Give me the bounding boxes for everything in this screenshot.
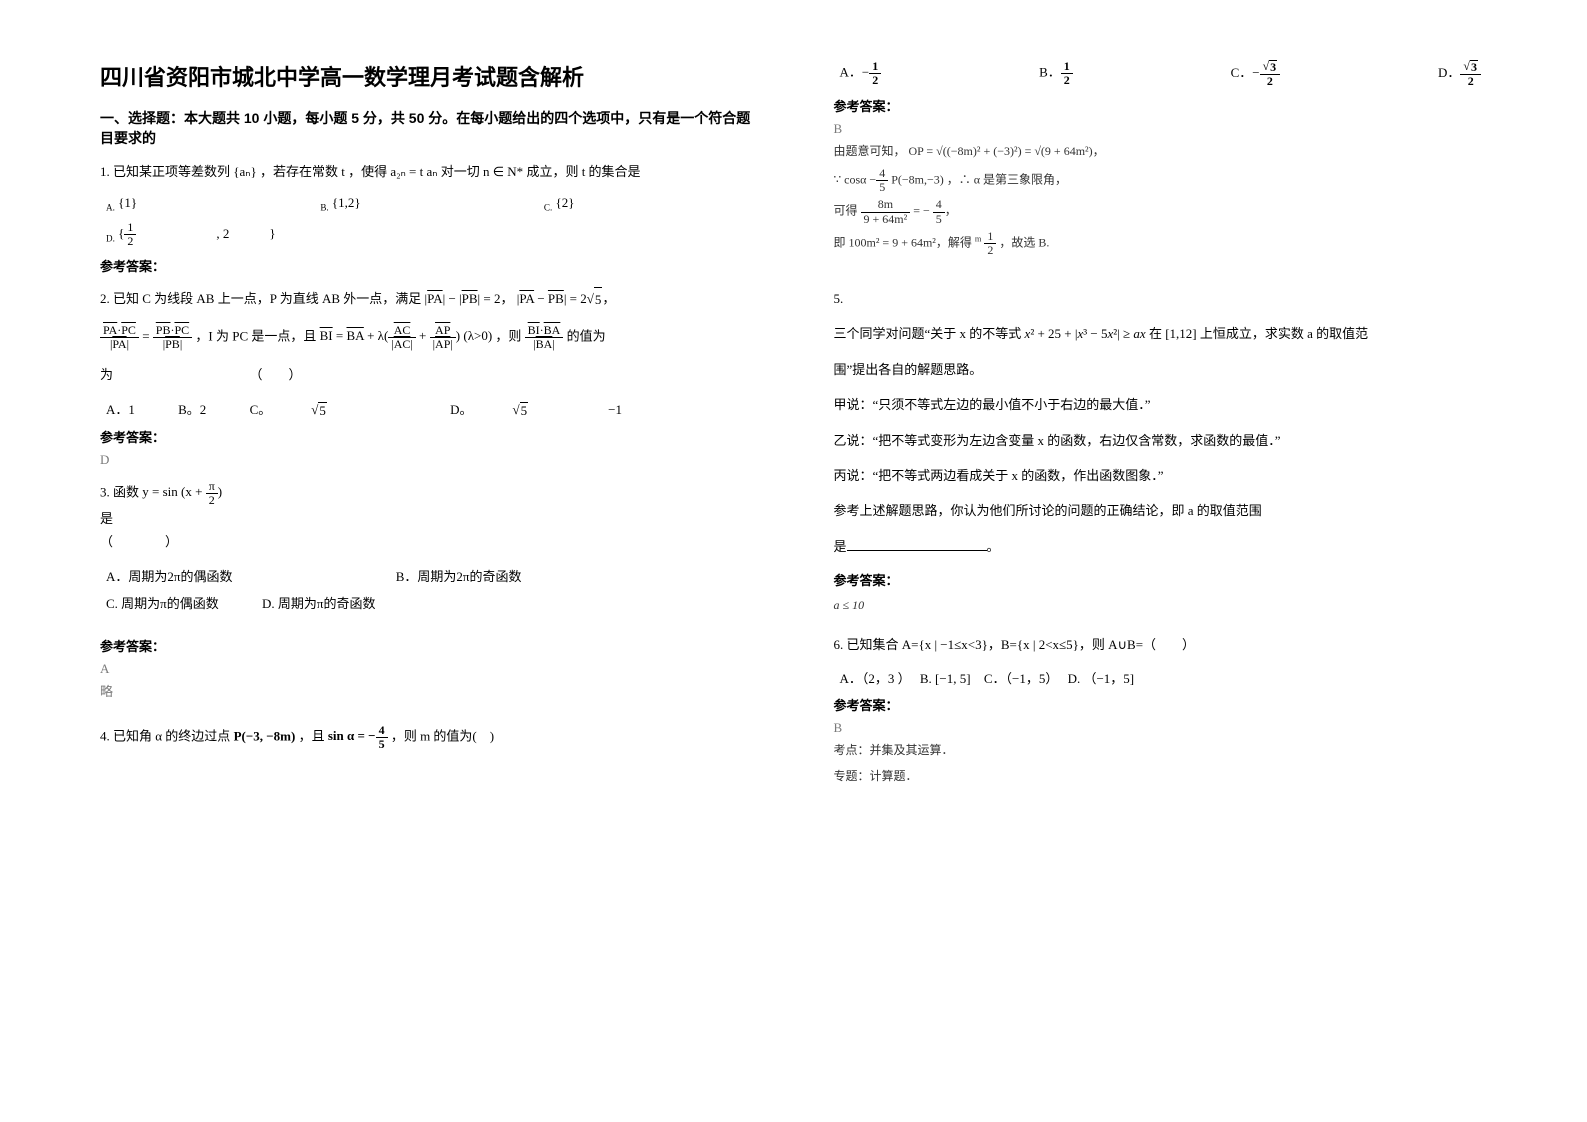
q1-opt-c: C. {2} — [544, 195, 615, 210]
question-4: 4. 已知角 α 的终边过点 P(−3, −8m) ，且 sin α = −45… — [100, 724, 754, 751]
q1-stem-d: 成立，则 t 的集合是 — [526, 164, 640, 179]
q5-interval: [1,12] — [1165, 326, 1196, 341]
q3-opt-a: A．周期为2π的偶函数 — [106, 569, 232, 584]
q2-line2: PA·PC|PA| = PB·PC|PB| ，I 为 PC 是一点，且 BI =… — [100, 324, 754, 351]
q4-step3: 可得 8m9 + 64m² = − 45， — [834, 198, 1488, 225]
q1-opt-b: B. {1,2} — [320, 195, 400, 210]
q1-d-frac: 12 — [124, 221, 176, 248]
q4-sin: sin α = −45 — [328, 728, 388, 743]
q5-line3: 参考上述解题思路，你认为他们所讨论的问题的正确结论，即 a 的取值范围 — [834, 499, 1488, 522]
q5-line1: 三个同学对问题“关于 x 的不等式 x² + 25 + |x³ − 5x²| ≥… — [834, 322, 1488, 345]
q6-opt-c: C．（−1，5） — [984, 671, 1059, 686]
question-3: 3. 函数 y = sin (x + π2) 是 （ ） — [100, 480, 754, 554]
q6-l1: 考点：并集及其运算． — [834, 740, 1488, 762]
q2-opt-a: A．1 — [106, 402, 135, 417]
q3-ans: A — [100, 661, 754, 677]
q1-set: {aₙ} — [233, 164, 256, 179]
q1-options: A. {1} B. {1,2} C. {2} — [106, 195, 754, 213]
q3-opt-d: D. 周期为π的奇函数 — [262, 596, 375, 611]
q6-opt-a: A．（2，3 ） — [840, 671, 911, 686]
section-1-head: 一、选择题：本大题共 10 小题，每小题 5 分，共 50 分。在每小题给出的四… — [100, 108, 754, 148]
q4-step4: 即 100m² = 9 + 64m²，解得 m 12 ，故选 B. — [834, 230, 1488, 257]
q3-extra: 略 — [100, 681, 754, 700]
q1-opt-d: D. {12, 2} — [106, 221, 754, 248]
q5-line2: 围”提出各自的解题思路。 — [834, 358, 1488, 381]
q1-stem-c: 对一切 — [441, 164, 480, 179]
q4-ans-label: 参考答案： — [834, 96, 1488, 115]
q2-ans: D — [100, 452, 754, 468]
right-column: A．−12 B．12 C．−32 D．32 参考答案： B 由题意可知， OP … — [834, 60, 1488, 1062]
blank-line — [847, 550, 987, 551]
q6-opt-b: B. [−1, 5] — [920, 671, 971, 686]
paper-title: 四川省资阳市城北中学高一数学理月考试题含解析 — [100, 60, 754, 92]
question-1: 1. 已知某正项等差数列 {aₙ} ，若存在常数 t ，使得 a₂ₙ = t a… — [100, 160, 754, 183]
q3-opts-row2: C. 周期为π的偶函数 D. 周期为π的奇函数 — [106, 593, 754, 612]
q1-opt-a: A. {1} — [106, 195, 177, 210]
q5-say3: 丙说：“把不等式两边看成关于 x 的函数，作出函数图象．” — [834, 464, 1488, 487]
q4-ans: B — [834, 121, 1488, 137]
q2-bi: BI = BA + λ(AC|AC| + AP|AP|) (λ>0) — [320, 328, 493, 343]
q4-opt-b: B．12 — [1039, 60, 1073, 88]
q6-opt-d: D. （−1，5] — [1068, 671, 1135, 686]
q5-ans: a ≤ 10 — [834, 595, 1488, 617]
q3-opt-b: B．周期为2π的奇函数 — [396, 569, 522, 584]
q3-fn: y = sin (x + π2) — [142, 484, 222, 499]
q4-opt-c: C．−32 — [1231, 60, 1281, 88]
question-2: 2. 已知 C 为线段 AB 上一点，P 为直线 AB 外一点，满足 |PA| … — [100, 287, 754, 311]
q3-opt-c: C. 周期为π的偶函数 — [106, 596, 219, 611]
q2-opt-c: C。5 — [250, 402, 407, 417]
q2-opt-b: B。2 — [178, 402, 206, 417]
q4-options: A．−12 B．12 C．−32 D．32 — [834, 60, 1488, 88]
q2-eq1: |PA| − |PB| = 2 — [425, 291, 501, 306]
q4-point: P(−3, −8m) — [234, 728, 296, 743]
q1-cond: n ∈ N* — [483, 164, 523, 179]
q2-stem-a: 2. 已知 C 为线段 AB 上一点，P 为直线 AB 外一点，满足 — [100, 291, 421, 306]
q5-ineq: x² + 25 + |x³ − 5x²| ≥ ax — [1025, 326, 1146, 341]
q4-step2: ∵ cosα −45 P(−8m,−3) ，∴ α 是第三象限角， — [834, 167, 1488, 194]
q2-ans-label: 参考答案： — [100, 427, 754, 446]
q5-ans-label: 参考答案： — [834, 570, 1488, 589]
q1-stem-b: ，若存在常数 t ，使得 — [260, 164, 387, 179]
q1-eq: a₂ₙ = t aₙ — [390, 164, 437, 179]
q3-opts-row1: A．周期为2π的偶函数 B．周期为2π的奇函数 — [106, 566, 754, 585]
q4-step1: 由题意可知， OP = √((−8m)² + (−3)²) = √(9 + 64… — [834, 141, 1488, 163]
q2-options: A．1 B。2 C。5 D。5−1 — [106, 399, 754, 419]
q5-say2: 乙说：“把不等式变形为左边含变量 x 的函数，右边仅含常数，求函数的最值．” — [834, 429, 1488, 452]
q2-eq2: |PA − PB| = 25 — [517, 291, 603, 306]
q3-ans-label: 参考答案： — [100, 636, 754, 655]
q5-say1: 甲说：“只须不等式左边的最小值不小于右边的最大值．” — [834, 393, 1488, 416]
q6-options: A．（2，3 ） B. [−1, 5] C．（−1，5） D. （−1，5] — [840, 668, 1488, 687]
q1-ans-label: 参考答案： — [100, 256, 754, 275]
q1-stem-a: 1. 已知某正项等差数列 — [100, 164, 230, 179]
q4-opt-a: A．−12 — [840, 60, 882, 88]
q4-opt-d: D．32 — [1438, 60, 1481, 88]
q5-line4: 是。 — [834, 535, 1488, 558]
question-6: 6. 已知集合 A={x | −1≤x<3}，B={x | 2<x≤5}，则 A… — [834, 633, 1488, 656]
q6-l2: 专题：计算题． — [834, 766, 1488, 788]
left-column: 四川省资阳市城北中学高一数学理月考试题含解析 一、选择题：本大题共 10 小题，… — [100, 60, 754, 1062]
question-5-num: 5. — [834, 287, 1488, 310]
q6-ans-label: 参考答案： — [834, 695, 1488, 714]
q6-ans: B — [834, 720, 1488, 736]
q2-opt-d: D。5−1 — [450, 402, 662, 417]
q2-paren-line: 为 （ ） — [100, 363, 754, 386]
